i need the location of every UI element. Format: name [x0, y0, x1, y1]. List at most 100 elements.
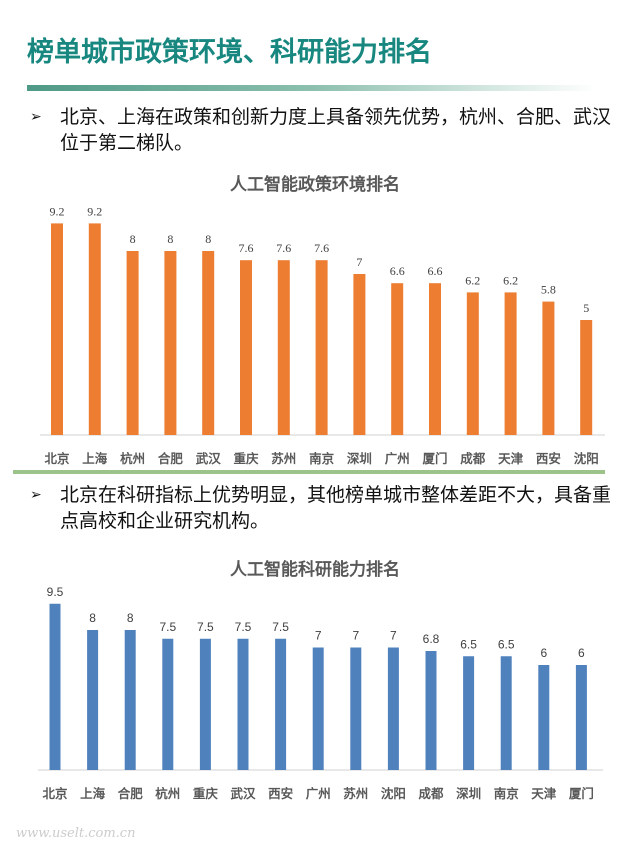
- data-label: 7.5: [272, 620, 289, 634]
- bar-厦门: [575, 665, 587, 770]
- bar-北京: [49, 603, 61, 770]
- category-label: 广州: [306, 786, 331, 801]
- category-label: 深圳: [456, 786, 481, 801]
- category-label: 南京: [494, 786, 520, 801]
- data-label: 6.6: [390, 264, 405, 278]
- category-label: 杭州: [155, 786, 180, 801]
- arrow-bullet-icon: ➢: [30, 109, 42, 125]
- data-label: 9.5: [47, 585, 64, 599]
- category-label: 武汉: [230, 786, 256, 801]
- bar-沈阳: [580, 320, 593, 435]
- bullet-text: 北京在科研指标上优势明显，其他榜单城市整体差距不大，具备重点高校和企业研究机构。: [60, 484, 612, 532]
- bar-深圳: [353, 274, 366, 435]
- chart-2-title: 人工智能科研能力排名: [230, 560, 400, 580]
- data-label: 5: [583, 301, 589, 315]
- category-label: 合肥: [158, 451, 184, 466]
- data-label: 9.2: [87, 204, 102, 218]
- data-label: 7.5: [197, 620, 214, 634]
- category-label: 苏州: [343, 786, 368, 801]
- bar-合肥: [164, 251, 177, 435]
- data-label: 7: [356, 255, 362, 269]
- bar-苏州: [350, 647, 362, 770]
- bar-成都: [466, 292, 479, 435]
- watermark: www.uselt.com.cn: [16, 826, 136, 841]
- bar-武汉: [237, 638, 249, 770]
- bar-重庆: [240, 260, 252, 435]
- data-label: 6.5: [460, 637, 477, 651]
- data-label: 9.2: [50, 204, 65, 218]
- category-label: 武汉: [196, 451, 222, 466]
- bar-北京: [51, 223, 63, 435]
- category-label: 南京: [309, 451, 335, 466]
- bar-上海: [87, 630, 99, 770]
- category-label: 重庆: [193, 786, 219, 801]
- bar-成都: [425, 651, 437, 770]
- data-label: 6: [540, 646, 547, 660]
- title-divider: [27, 85, 597, 91]
- category-label: 西安: [268, 786, 293, 801]
- page-title: 榜单城市政策环境、科研能力排名: [27, 37, 432, 68]
- bar-西安: [542, 301, 555, 435]
- bar-广州: [312, 647, 324, 770]
- data-label: 7.5: [159, 620, 176, 634]
- bar-西安: [275, 638, 287, 770]
- category-label: 重庆: [233, 451, 259, 466]
- bar-杭州: [126, 251, 139, 435]
- category-label: 厦门: [569, 786, 594, 801]
- category-label: 北京: [42, 786, 68, 801]
- data-label: 6: [578, 646, 585, 660]
- category-label: 广州: [385, 451, 410, 466]
- data-label: 7: [390, 629, 397, 643]
- bar-南京: [500, 656, 512, 770]
- bar-杭州: [162, 638, 174, 770]
- section-divider: [13, 470, 605, 474]
- data-label: 8: [205, 232, 211, 246]
- data-label: 6.2: [503, 273, 518, 287]
- bar-合肥: [124, 630, 136, 770]
- data-label: 8: [130, 232, 136, 246]
- category-label: 天津: [531, 786, 557, 801]
- category-label: 上海: [82, 451, 108, 466]
- bar-深圳: [463, 656, 475, 770]
- bar-天津: [504, 292, 517, 435]
- bar-武汉: [202, 251, 215, 435]
- category-label: 北京: [44, 451, 70, 466]
- bar-南京: [315, 260, 328, 435]
- bar-厦门: [429, 283, 441, 435]
- data-label: 7: [315, 629, 322, 643]
- bullet-text: 北京、上海在政策和创新力度上具备领先优势，杭州、合肥、武汉位于第二梯队。: [60, 106, 612, 154]
- data-label: 7: [352, 629, 359, 643]
- bar-重庆: [199, 638, 211, 770]
- category-label: 厦门: [422, 451, 447, 466]
- category-label: 深圳: [347, 451, 372, 466]
- category-label: 沈阳: [381, 786, 406, 801]
- category-label: 合肥: [118, 786, 144, 801]
- data-label: 8: [167, 232, 173, 246]
- bar-沈阳: [387, 647, 399, 770]
- category-label: 西安: [536, 451, 561, 466]
- data-label: 5.8: [541, 283, 556, 297]
- category-label: 沈阳: [574, 451, 599, 466]
- data-label: 7.6: [314, 241, 329, 255]
- bar-上海: [88, 223, 101, 435]
- data-label: 6.5: [498, 637, 515, 651]
- category-label: 成都: [460, 451, 486, 466]
- category-label: 杭州: [120, 451, 145, 466]
- category-label: 苏州: [271, 451, 296, 466]
- chart-1-title: 人工智能政策环境排名: [230, 175, 400, 195]
- bar-广州: [391, 283, 404, 435]
- data-label: 8: [89, 611, 96, 625]
- data-label: 6.8: [423, 632, 440, 646]
- data-label: 6.6: [428, 264, 443, 278]
- data-label: 7.6: [276, 241, 291, 255]
- bar-天津: [538, 665, 550, 770]
- data-label: 6.2: [465, 273, 480, 287]
- category-label: 成都: [418, 786, 444, 801]
- data-label: 8: [127, 611, 134, 625]
- category-label: 天津: [498, 451, 524, 466]
- data-label: 7.6: [239, 241, 254, 255]
- data-label: 7.5: [235, 620, 252, 634]
- bar-苏州: [277, 260, 290, 435]
- arrow-bullet-icon: ➢: [30, 487, 42, 503]
